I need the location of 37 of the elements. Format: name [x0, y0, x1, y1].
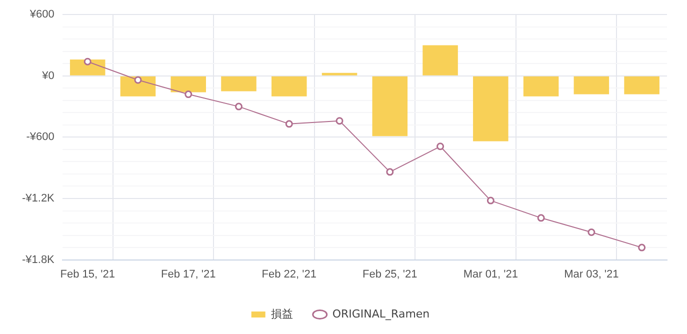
y-tick-label: ¥0: [41, 70, 54, 82]
bar: [322, 72, 358, 76]
point: [537, 214, 545, 222]
bar: [372, 76, 408, 136]
point: [486, 196, 494, 204]
point: [638, 244, 646, 252]
point: [588, 228, 596, 236]
x-tick-label: Mar 03, '21: [564, 268, 619, 280]
legend-label: 損益: [270, 307, 293, 320]
y-tick-label: -¥1.8K: [22, 254, 56, 266]
point: [336, 117, 344, 125]
x-tick-label: Mar 01, '21: [463, 268, 518, 280]
point: [184, 90, 192, 98]
point: [285, 120, 293, 128]
x-tick-label: Feb 25, '21: [362, 268, 418, 280]
bar: [473, 76, 508, 142]
bar: [624, 76, 660, 94]
legend-label: ORIGINAL_Ramen: [332, 307, 430, 320]
point: [235, 102, 242, 110]
bar: [271, 76, 307, 96]
y-tick-label: -¥1.2K: [22, 192, 56, 205]
bar: [70, 60, 106, 76]
y-tick-label: ¥600: [28, 8, 54, 21]
x-tick-label: Feb 15, '21: [60, 268, 115, 280]
x-tick-label: Feb 22, '21: [262, 268, 316, 280]
point: [134, 76, 142, 84]
bar: [523, 76, 559, 96]
x-tick-label: Feb 17, '21: [161, 268, 216, 280]
bar: [221, 76, 256, 92]
bar: [574, 76, 610, 94]
bar: [120, 76, 156, 96]
bar: [422, 45, 458, 76]
point: [84, 58, 92, 66]
point: [386, 168, 394, 176]
y-tick-label: -¥600: [26, 131, 54, 144]
bar: [170, 76, 206, 92]
point: [436, 142, 444, 150]
